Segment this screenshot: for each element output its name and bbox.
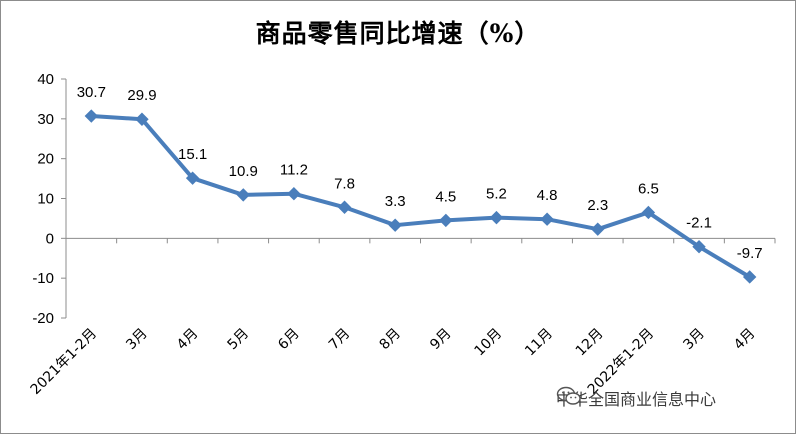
data-label: 3.3 (385, 193, 406, 210)
data-point (641, 205, 656, 220)
data-label: 4.5 (435, 188, 456, 205)
data-point (591, 222, 605, 236)
data-label: 15.1 (178, 146, 207, 163)
x-tick-label: 5月 (225, 326, 253, 354)
data-point (84, 109, 99, 123)
data-label: 6.5 (638, 180, 659, 197)
chart-title: 商品零售同比增速（%） (255, 19, 541, 48)
data-label: 2.3 (587, 197, 608, 214)
y-tick-label: 30 (37, 111, 54, 128)
data-label: 30.7 (77, 84, 106, 101)
x-tick-label: 7月 (326, 326, 354, 354)
x-tick-label: 9月 (427, 326, 455, 354)
x-tick-label: 2021年1-2月 (28, 326, 100, 398)
data-point (439, 213, 453, 228)
y-tick-label: 10 (37, 191, 54, 208)
data-label: -2.1 (686, 215, 712, 232)
x-tick-label: 12月 (573, 326, 607, 360)
y-tick-label: -10 (32, 270, 54, 287)
data-label: 4.8 (537, 187, 558, 204)
x-tick-label: 4月 (174, 326, 202, 354)
x-tick-label: 11月 (522, 326, 556, 360)
data-point (388, 218, 402, 232)
y-tick-label: -20 (32, 310, 54, 327)
data-label: 5.2 (486, 186, 507, 203)
x-tick-label: 10月 (471, 326, 505, 360)
data-point (135, 112, 149, 126)
data-label: 10.9 (229, 163, 258, 180)
wechat-icon (556, 386, 581, 405)
x-tick-label: 8月 (376, 326, 404, 354)
x-tick-label: 3月 (123, 326, 151, 354)
data-point (236, 188, 250, 202)
watermark-text: 中华全国商业信息中心 (556, 390, 717, 409)
data-label: 11.2 (280, 162, 308, 179)
data-label: 29.9 (127, 87, 156, 104)
y-tick-label: 40 (37, 71, 54, 88)
data-label: 7.8 (334, 175, 355, 192)
x-tick-label: 6月 (275, 326, 303, 354)
data-label: -9.7 (737, 245, 763, 262)
data-point (337, 200, 352, 214)
data-point (287, 187, 301, 201)
y-tick-label: 20 (37, 151, 54, 168)
x-tick-label: 4月 (731, 326, 759, 354)
data-point (185, 171, 200, 185)
data-point (540, 212, 554, 226)
y-tick-label: 0 (46, 230, 54, 247)
x-tick-label: 3月 (680, 326, 708, 354)
watermark: 中华全国商业信息中心 (556, 386, 716, 410)
data-point (742, 270, 757, 284)
series-line (91, 114, 751, 279)
data-point (692, 239, 706, 254)
data-point (489, 210, 504, 225)
